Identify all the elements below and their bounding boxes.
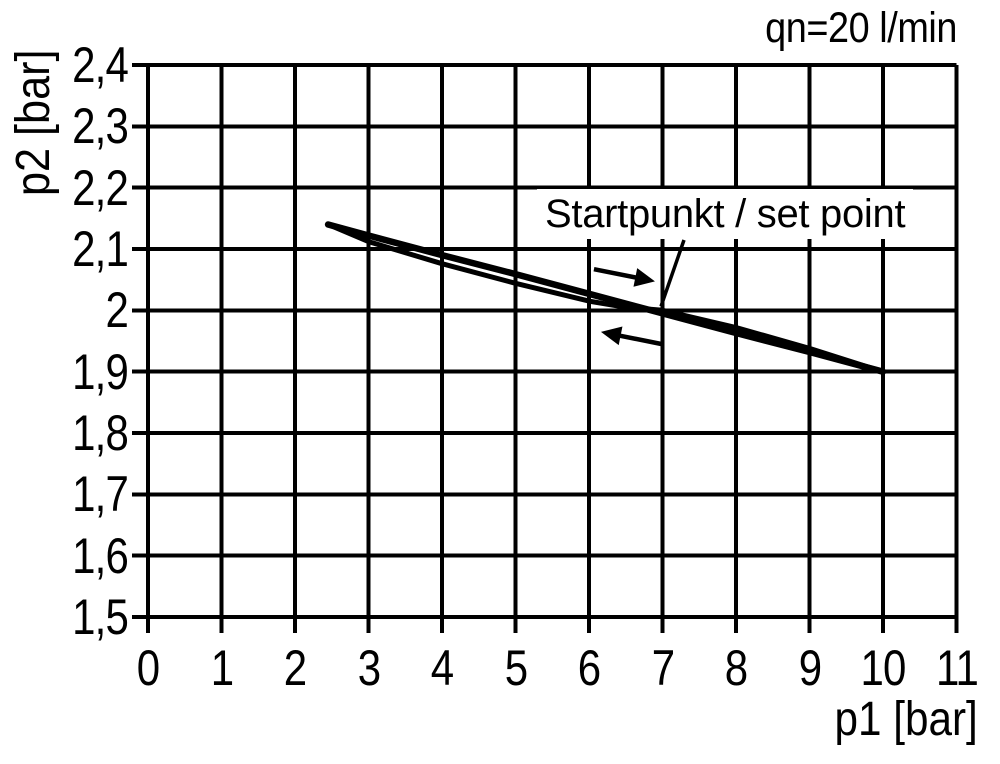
set-point-annotation: Startpunkt / set point xyxy=(537,189,914,239)
y-tick-label: 1,7 xyxy=(72,466,129,523)
x-tick-label: 6 xyxy=(577,640,601,696)
right-arrow-head xyxy=(633,268,655,287)
y-tick-label: 1,5 xyxy=(72,589,129,645)
x-tick-label: 7 xyxy=(651,640,674,696)
right-arrow-shaft xyxy=(593,266,639,281)
left-arrow-head xyxy=(600,326,623,346)
x-tick-label: 8 xyxy=(724,640,748,696)
x-axis-label: p1 [bar] xyxy=(834,693,978,746)
curve-return xyxy=(325,222,886,375)
y-tick-label: 2 xyxy=(105,282,128,339)
y-tick-label: 1,8 xyxy=(72,405,129,461)
grid-lines xyxy=(132,63,959,633)
y-tick-label: 2,2 xyxy=(72,159,129,216)
x-tick-label: 0 xyxy=(136,640,160,696)
y-tick-label: 2,3 xyxy=(72,98,129,155)
hysteresis-curves xyxy=(324,221,887,375)
x-tick-label: 2 xyxy=(283,640,307,696)
x-tick-label: 1 xyxy=(210,640,233,696)
y-tick-label: 2,4 xyxy=(72,37,129,93)
x-tick-label: 9 xyxy=(798,640,821,696)
y-tick-label: 2,1 xyxy=(72,221,129,277)
chart-title: qn=20 l/min xyxy=(765,4,957,52)
left-arrow-shaft xyxy=(617,333,663,347)
x-tick-label: 4 xyxy=(430,640,454,696)
curve-forward xyxy=(324,221,887,375)
y-tick-label: 1,9 xyxy=(72,343,129,400)
annotation-arrows xyxy=(593,239,686,347)
x-tick-label: 11 xyxy=(935,640,979,696)
x-tick-label: 5 xyxy=(504,640,527,696)
y-tick-label: 1,6 xyxy=(72,527,129,584)
x-tick-label: 10 xyxy=(860,640,906,696)
set-point-leader-line xyxy=(659,239,686,307)
x-tick-label: 3 xyxy=(357,640,380,696)
